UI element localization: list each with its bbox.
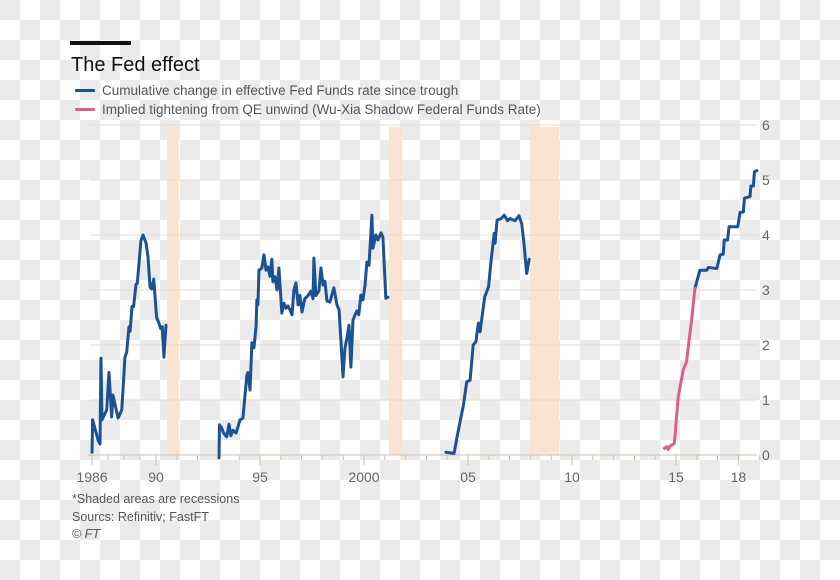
recession-band bbox=[388, 127, 403, 455]
recession-band bbox=[167, 127, 179, 455]
y-tick-label: 5 bbox=[762, 172, 770, 188]
legend-item-fed-funds: Cumulative change in effective Fed Funds… bbox=[75, 83, 458, 98]
y-tick-label: 3 bbox=[762, 282, 770, 298]
x-tick-label: 1986 bbox=[76, 469, 107, 485]
footnote-copyright: © FT bbox=[72, 527, 100, 541]
x-tick-label: 18 bbox=[731, 469, 747, 485]
y-tick-label: 1 bbox=[762, 392, 770, 408]
x-tick-label: 05 bbox=[460, 469, 476, 485]
legend-swatch-blue bbox=[75, 89, 95, 92]
title-accent-bar bbox=[70, 41, 131, 45]
series-line-qe-unwind bbox=[662, 286, 697, 451]
x-tick-label: 15 bbox=[668, 469, 684, 485]
x-tick-label: 90 bbox=[148, 469, 164, 485]
series-line-fed-funds bbox=[444, 213, 531, 455]
legend-label: Cumulative change in effective Fed Funds… bbox=[102, 83, 459, 98]
series-line-fed-funds bbox=[693, 169, 759, 290]
x-tick-label: 95 bbox=[252, 469, 268, 485]
footnote-recessions: *Shaded areas are recessions bbox=[72, 492, 240, 506]
series-line-fed-funds bbox=[217, 213, 390, 460]
footnote-sources: Sourcs: Refinitiv; FastFT bbox=[72, 510, 209, 524]
legend-label: Implied tightening from QE unwind (Wu-Xi… bbox=[102, 102, 541, 117]
y-tick-label: 6 bbox=[762, 117, 770, 133]
x-tick-label: 2000 bbox=[348, 469, 379, 485]
legend-item-qe-unwind: Implied tightening from QE unwind (Wu-Xi… bbox=[75, 102, 541, 117]
y-tick-label: 4 bbox=[762, 227, 770, 243]
legend-swatch-pink bbox=[75, 108, 95, 111]
y-tick-label: 0 bbox=[762, 447, 770, 463]
recession-band bbox=[529, 127, 560, 455]
y-tick-label: 2 bbox=[762, 337, 770, 353]
series-line-fed-funds bbox=[90, 233, 168, 454]
chart-title: The Fed effect bbox=[71, 54, 200, 76]
x-tick-label: 10 bbox=[564, 469, 580, 485]
